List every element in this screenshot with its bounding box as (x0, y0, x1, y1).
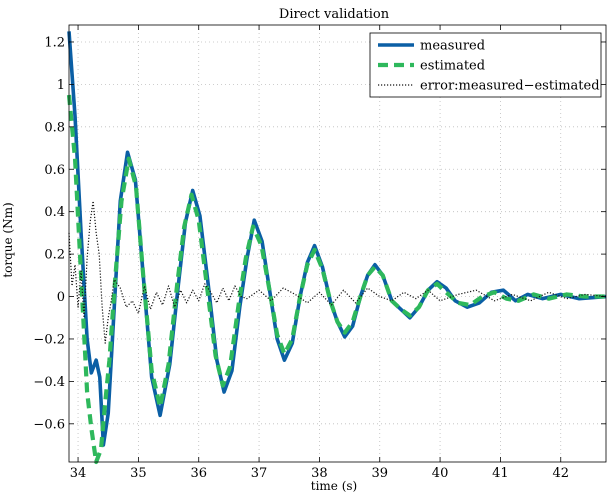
x-tick-label: 37 (251, 466, 268, 481)
x-axis-label: time (s) (311, 479, 357, 493)
y-tick-label: 0.2 (44, 248, 65, 263)
plot-frame (68, 24, 607, 463)
y-axis-label: torque (Nm) (1, 202, 15, 277)
y-tick-label: 0 (57, 290, 65, 305)
x-tick-label: 42 (552, 466, 569, 481)
y-tick-label: 0.4 (44, 205, 65, 220)
chart-title: Direct validation (279, 7, 390, 22)
legend: measured estimated error:measured−estimate… (369, 32, 602, 98)
legend-label-0: measured (420, 39, 485, 54)
x-tick-label: 40 (432, 466, 449, 481)
grid (69, 25, 606, 462)
y-tick-label: 0.8 (44, 120, 65, 135)
series-line-1 (66, 94, 606, 465)
legend-label-2: error:measured−estimated (420, 79, 600, 94)
x-tick-label: 34 (70, 466, 87, 481)
axes: 34 35 36 37 38 39 40 41 42 −0.6 −0.4 −0.2 0 0.2 0.4 0.6… (33, 24, 607, 481)
series-lines (66, 31, 607, 465)
y-tick-label: −0.6 (33, 417, 65, 432)
y-tick-label: 1.2 (44, 35, 65, 50)
x-tick-label: 39 (371, 466, 388, 481)
x-tick-label: 35 (130, 466, 147, 481)
y-tick-label: 0.6 (44, 163, 65, 178)
x-tick-label: 41 (492, 466, 509, 481)
y-tick-label: −0.4 (33, 375, 65, 390)
x-tick-label: 36 (190, 466, 207, 481)
y-tick-label: 1 (57, 78, 65, 93)
legend-label-1: estimated (420, 59, 485, 74)
x-tick-label: 38 (311, 466, 328, 481)
y-tick-label: −0.2 (33, 332, 65, 347)
